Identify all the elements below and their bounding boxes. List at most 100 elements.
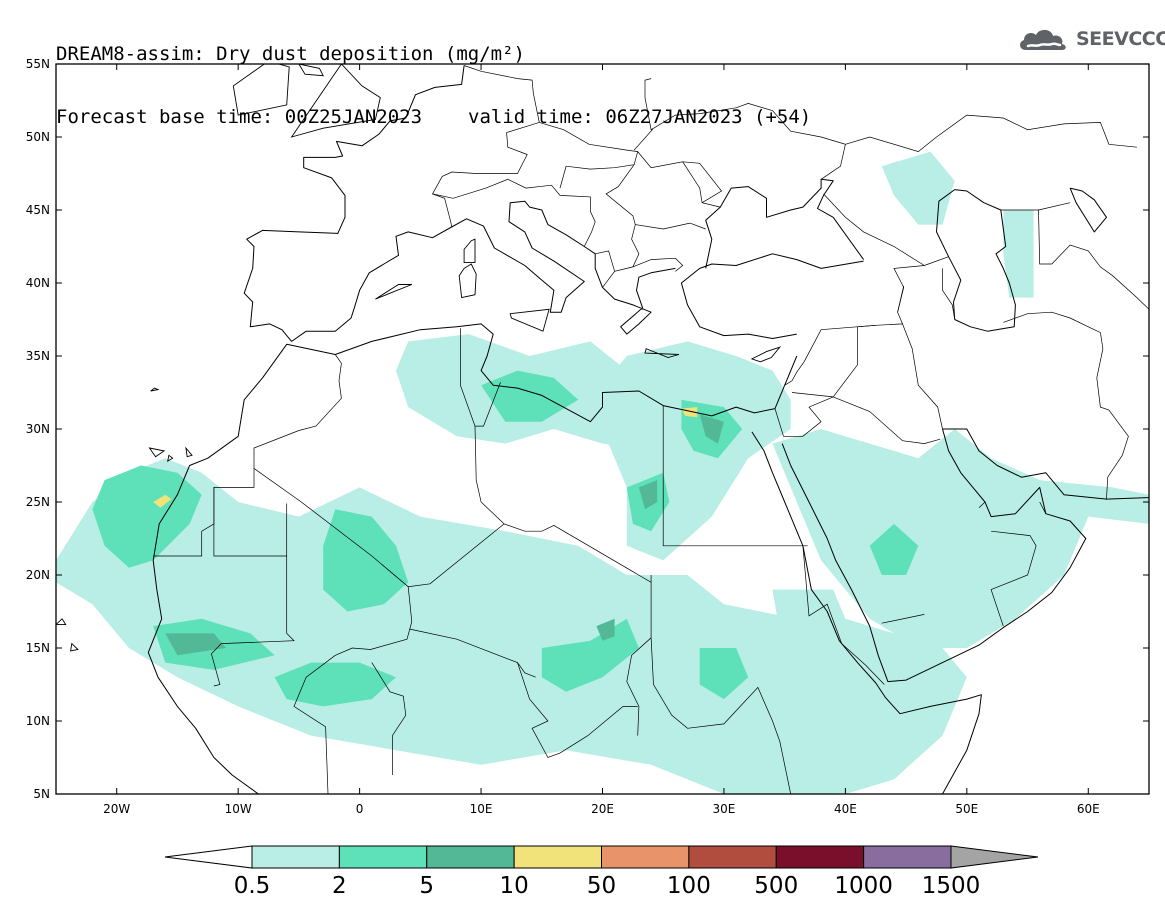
- deposition-fill-layer: [56, 151, 1149, 794]
- colorbar-swatch: [688, 845, 777, 869]
- island-layer: [46, 64, 782, 652]
- colorbar-arrow-high: [950, 845, 1039, 869]
- border-layer: [153, 65, 1149, 794]
- country-border: [897, 285, 905, 313]
- deposition-region-level-1: [481, 370, 579, 422]
- lon-tick-label: 10E: [470, 802, 493, 816]
- country-border: [517, 662, 638, 758]
- country-border: [662, 405, 808, 547]
- island-outline: [150, 387, 160, 392]
- lon-tick-label: 60E: [1077, 802, 1100, 816]
- lon-tick-label: 40E: [834, 802, 857, 816]
- deposition-region-level-3: [681, 407, 698, 418]
- deposition-region-level-0: [1003, 210, 1034, 298]
- colorbar-swatch: [513, 845, 602, 869]
- country-border: [1003, 311, 1129, 500]
- coastline: [243, 65, 676, 342]
- logo-text: SEEVCCC: [1076, 28, 1165, 50]
- island-outline: [750, 346, 782, 363]
- island-outline: [46, 314, 53, 317]
- coastline: [680, 253, 864, 339]
- deposition-region-level-1: [92, 465, 202, 568]
- lat-tick-label: 35N: [26, 349, 50, 363]
- country-border: [832, 323, 943, 430]
- country-border: [650, 637, 792, 794]
- valid-time: valid time: 06Z27JAN2023 (+54): [468, 106, 812, 128]
- title-product: DREAM8-assim: Dry dust deposition (mg/m²…: [56, 43, 525, 65]
- deposition-region-level-1: [869, 523, 919, 575]
- country-border: [371, 662, 407, 775]
- deposition-region-level-2: [596, 618, 615, 641]
- island-outline: [463, 238, 476, 264]
- country-border: [637, 151, 721, 208]
- country-border: [595, 250, 615, 272]
- colorbar-label: 5: [419, 873, 434, 899]
- country-border: [774, 408, 784, 437]
- deposition-region-level-1: [541, 618, 639, 692]
- axis-ticks: 20W 10W 0 10E 20E 30E 40E 50E 60E 55N 50N 45N 40N 35N…: [26, 57, 1149, 816]
- lon-tick-label: 20W: [103, 802, 130, 816]
- lon-tick-label: 0: [356, 802, 364, 816]
- country-border: [784, 361, 805, 386]
- country-border: [1038, 202, 1071, 211]
- country-border: [802, 545, 885, 685]
- lat-tick-label: 50N: [26, 130, 50, 144]
- country-border: [893, 256, 949, 325]
- lat-tick-label: 20N: [26, 568, 50, 582]
- deposition-region-level-1: [699, 648, 749, 700]
- base-time: Forecast base time: 00Z25JAN2023: [56, 106, 423, 128]
- country-border: [833, 396, 941, 444]
- coastline: [781, 428, 1087, 683]
- deposition-region-level-0: [772, 589, 858, 678]
- country-border: [881, 614, 925, 624]
- country-border: [211, 487, 295, 687]
- deposition-region-level-3: [153, 494, 172, 508]
- lat-tick-label: 55N: [26, 57, 50, 71]
- colorbar-label: 1000: [834, 873, 893, 899]
- coastline: [751, 431, 982, 794]
- lat-tick-label: 15N: [26, 641, 50, 655]
- colorbar-label: 10: [499, 873, 528, 899]
- lon-tick-label: 30E: [713, 802, 736, 816]
- country-border: [633, 78, 654, 151]
- coastline: [936, 189, 1016, 332]
- island-outline: [375, 284, 412, 300]
- colorbar-label: 100: [667, 873, 711, 899]
- country-border: [605, 164, 706, 230]
- colorbar-label: 0.5: [234, 873, 271, 899]
- country-border: [431, 65, 540, 228]
- country-border: [650, 103, 846, 180]
- country-border: [978, 501, 986, 509]
- deposition-region-level-2: [165, 633, 226, 656]
- coastline-layer: [147, 65, 1149, 794]
- island-outline: [232, 64, 290, 116]
- coastline: [152, 323, 798, 561]
- country-border: [460, 328, 476, 427]
- lat-tick-label: 25N: [26, 495, 50, 509]
- lat-tick-label: 45N: [26, 203, 50, 217]
- country-border: [845, 114, 1137, 152]
- country-border: [682, 161, 723, 203]
- country-border: [990, 530, 1037, 627]
- country-border: [432, 178, 596, 247]
- country-border: [783, 392, 834, 437]
- country-border: [942, 268, 956, 320]
- lat-tick-label: 30N: [26, 422, 50, 436]
- lon-tick-label: 10W: [225, 802, 252, 816]
- colorbar-label: 2: [332, 873, 347, 899]
- island-outline: [298, 64, 324, 77]
- seevccc-logo: SEEVCCC: [1016, 24, 1165, 54]
- island-outline: [644, 348, 680, 358]
- deposition-region-level-0: [881, 151, 955, 225]
- deposition-region-level-2: [638, 480, 658, 510]
- island-outline: [167, 454, 174, 463]
- country-border: [474, 382, 505, 525]
- title-times: Forecast base time: 00Z25JAN2023 valid ti…: [56, 107, 811, 128]
- coastline: [1069, 187, 1107, 233]
- country-border: [253, 354, 342, 463]
- colorbar-swatch: [863, 845, 952, 869]
- country-border: [803, 324, 876, 362]
- deposition-region-level-1: [274, 662, 396, 707]
- country-border: [1000, 209, 1149, 310]
- country-border: [1039, 501, 1047, 514]
